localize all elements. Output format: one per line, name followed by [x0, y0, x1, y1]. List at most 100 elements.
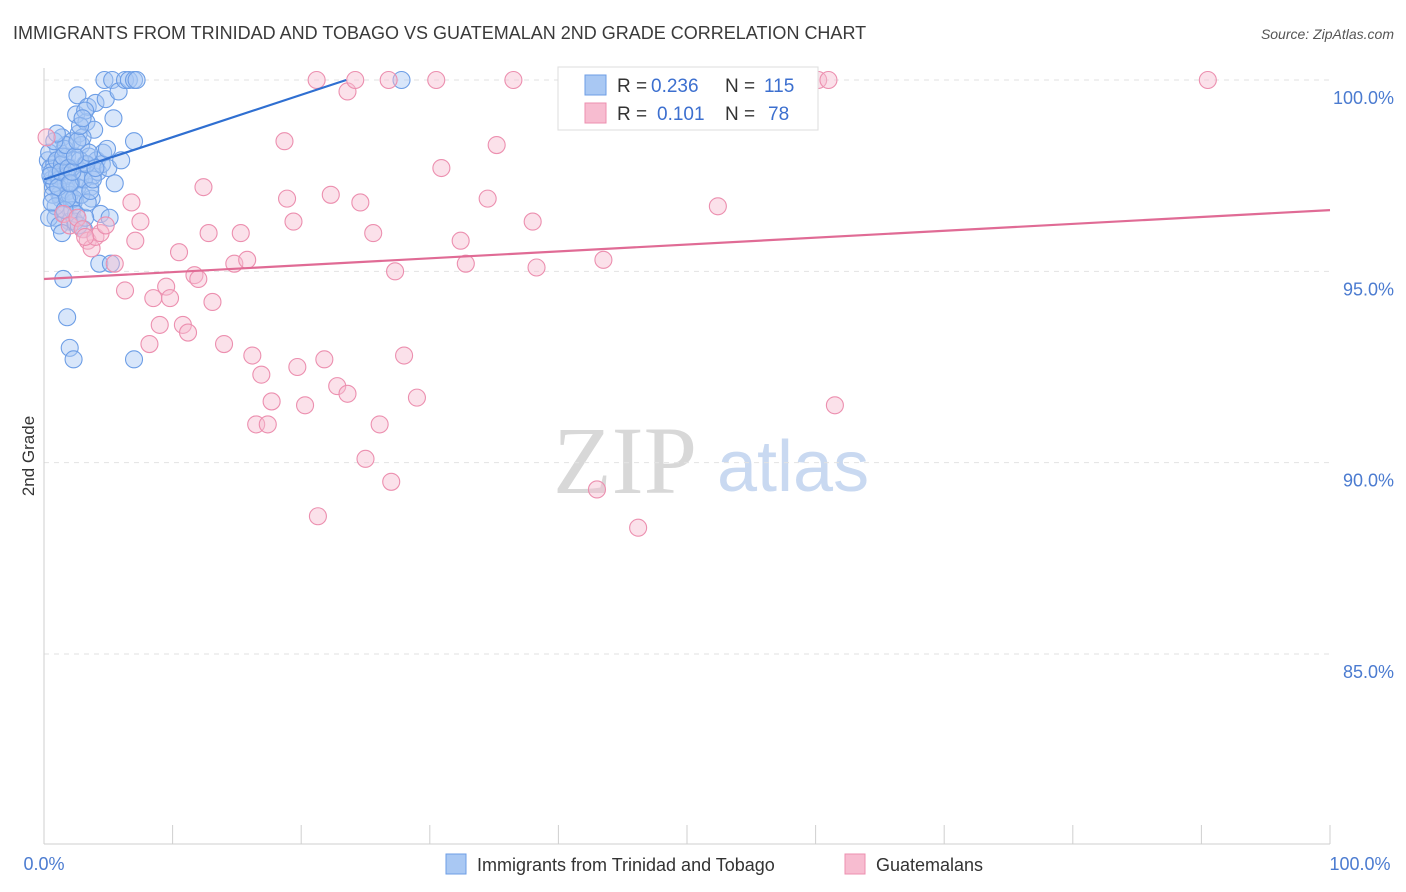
- point-s0-103: [60, 174, 79, 193]
- legend: Immigrants from Trinidad and Tobago Guat…: [445, 853, 983, 875]
- point-s0-108: [73, 109, 92, 128]
- point-s1-16: [150, 315, 169, 334]
- point-s1-71: [819, 70, 838, 90]
- point-s1-38: [284, 212, 303, 231]
- trend-lines: [43, 78, 1331, 281]
- point-s1-26: [203, 292, 222, 311]
- point-s1-66: [594, 250, 613, 269]
- x-ticks: [43, 825, 1331, 844]
- point-s1-44: [328, 377, 347, 396]
- point-s0-22: [68, 86, 87, 105]
- point-s0-105: [65, 147, 84, 166]
- point-s1-30: [238, 250, 257, 269]
- point-s1-9: [96, 216, 115, 235]
- point-s0-43: [95, 70, 114, 90]
- point-s1-55: [407, 388, 426, 407]
- x-tick-label-right: 100.0%: [1329, 854, 1390, 874]
- point-s0-40: [91, 204, 110, 223]
- stats-swatch-blue: [584, 74, 607, 96]
- point-s1-6: [82, 239, 101, 258]
- point-s0-45: [97, 139, 117, 158]
- scatter-points: [37, 70, 1217, 537]
- point-s0-57: [127, 70, 146, 90]
- point-s0-110: [78, 193, 97, 212]
- point-s1-64: [527, 258, 546, 277]
- point-s1-52: [379, 70, 398, 90]
- stats-n-label-2: N =: [725, 104, 755, 125]
- point-s1-0: [37, 128, 56, 147]
- point-s1-57: [432, 158, 451, 178]
- point-s1-17: [157, 277, 176, 296]
- point-s0-98: [47, 124, 66, 143]
- point-s1-23: [189, 269, 208, 289]
- chart-source: Source: ZipAtlas.com: [1261, 26, 1394, 42]
- stats-swatch-pink: [584, 102, 607, 124]
- point-s1-35: [262, 392, 281, 411]
- point-s1-24: [199, 224, 218, 243]
- point-s0-102: [58, 189, 77, 208]
- stats-n-value-1: 115: [764, 76, 794, 97]
- point-s1-14: [140, 334, 159, 354]
- point-s1-41: [307, 70, 326, 90]
- trend-line-1: [43, 209, 1331, 281]
- point-s0-36: [86, 93, 105, 113]
- point-s1-13: [131, 212, 150, 231]
- y-axis-label: 2nd Grade: [19, 416, 38, 496]
- point-s1-21: [178, 323, 198, 342]
- point-s1-39: [288, 357, 307, 377]
- point-s1-73: [1198, 70, 1217, 90]
- point-s1-77: [76, 227, 95, 246]
- point-s0-52: [109, 82, 128, 101]
- point-s1-67: [629, 518, 648, 537]
- watermark-zip: ZIP: [553, 407, 697, 514]
- point-s0-58: [124, 350, 144, 369]
- point-s1-63: [523, 212, 542, 231]
- point-s1-25: [194, 178, 213, 197]
- point-s0-112: [83, 170, 102, 189]
- point-s1-47: [346, 70, 365, 90]
- stats-r-label-1: R =: [617, 76, 647, 97]
- point-s0-48: [101, 254, 120, 273]
- stats-r-value-2: 0.101: [657, 104, 705, 125]
- point-s1-61: [487, 136, 506, 155]
- point-s1-33: [252, 365, 271, 384]
- legend-label-trinidad: Immigrants from Trinidad and Tobago: [477, 855, 775, 875]
- point-s1-1: [54, 204, 73, 223]
- point-s0-100: [52, 224, 72, 243]
- point-s1-50: [364, 224, 383, 243]
- point-s0-94: [79, 143, 99, 162]
- stats-box: R = 0.236 N = 115 R = 0.101 N = 78: [557, 66, 819, 131]
- point-s0-55: [119, 70, 138, 90]
- legend-swatch-trinidad: [445, 853, 467, 875]
- point-s1-76: [122, 193, 141, 212]
- point-s1-48: [351, 193, 370, 212]
- point-s1-10: [105, 254, 124, 273]
- point-s0-114: [392, 70, 411, 90]
- point-s1-29: [231, 224, 250, 243]
- point-s1-65: [587, 480, 607, 499]
- point-s1-69: [708, 197, 727, 216]
- point-s0-63: [64, 350, 83, 369]
- point-s1-53: [386, 262, 405, 281]
- point-s1-46: [338, 384, 357, 403]
- stats-n-value-2: 78: [768, 104, 789, 125]
- point-s1-31: [243, 346, 262, 365]
- y-tick-label-2: 90.0%: [1343, 471, 1394, 491]
- y-tick-label-1: 95.0%: [1343, 279, 1394, 299]
- point-s0-62: [60, 338, 79, 357]
- point-s0-61: [58, 308, 77, 327]
- point-s1-36: [278, 189, 297, 208]
- x-tick-label-left: 0.0%: [23, 854, 64, 874]
- point-s1-40: [296, 396, 315, 415]
- point-s1-72: [825, 396, 844, 415]
- stats-r-label-2: R =: [617, 104, 647, 125]
- point-s1-43: [321, 185, 340, 204]
- point-s1-62: [504, 70, 523, 90]
- gridlines: [44, 79, 1330, 655]
- point-s0-51: [105, 174, 124, 193]
- point-s1-60: [478, 189, 497, 208]
- point-s1-54: [395, 346, 414, 365]
- point-s1-3: [68, 208, 87, 227]
- y-tick-labels: 100.0% 95.0% 90.0% 85.0%: [1333, 88, 1394, 682]
